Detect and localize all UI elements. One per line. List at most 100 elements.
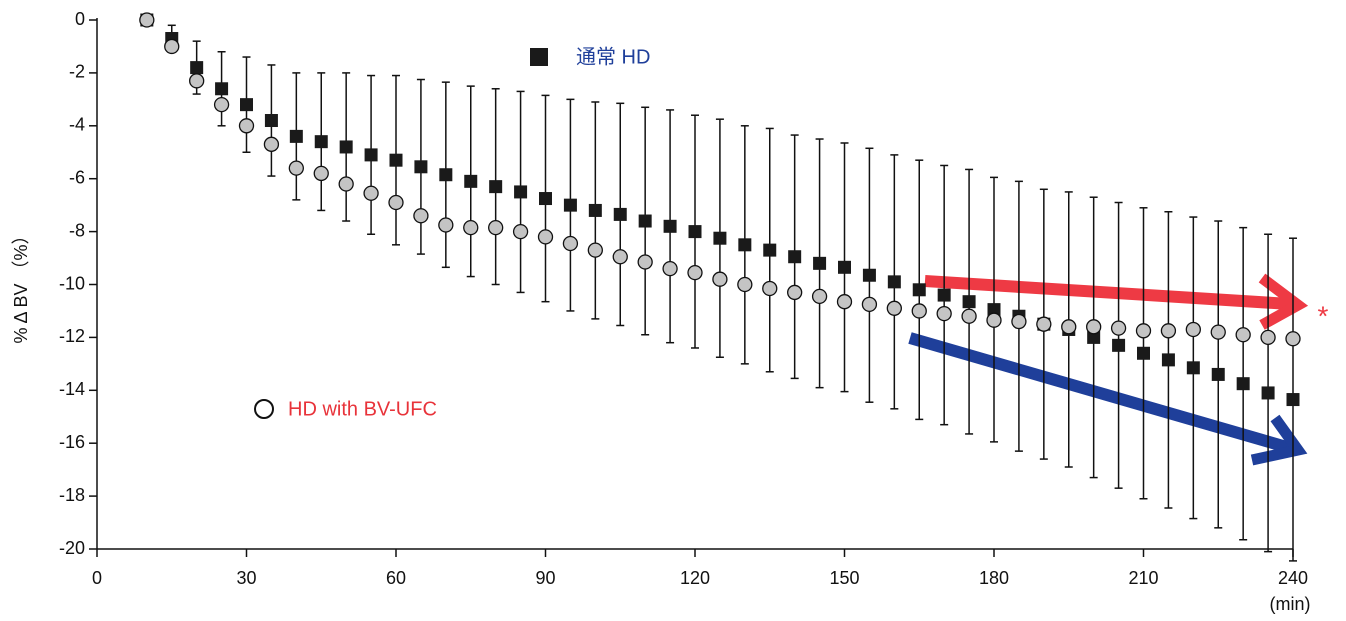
square-point [962, 295, 976, 309]
square-point [439, 168, 453, 182]
y-tick-label: -4 [69, 115, 85, 135]
square-point [1286, 393, 1300, 407]
circle-point [463, 219, 479, 236]
square-point [813, 256, 827, 270]
circle-point [238, 118, 255, 134]
circle-point [1260, 329, 1276, 346]
circle-point [662, 260, 678, 277]
circle-point [811, 288, 828, 305]
circle-point [488, 219, 504, 236]
square-point [1161, 353, 1175, 367]
blue-arrow [908, 332, 1292, 454]
x-tick-label: 90 [535, 568, 555, 588]
circle-point [213, 96, 230, 113]
circle-point [986, 312, 1002, 328]
square-point [563, 198, 577, 212]
circle-point [1185, 321, 1201, 338]
legend-marker [254, 399, 274, 419]
circle-point [1285, 331, 1301, 347]
circle-point [1235, 327, 1251, 343]
circle-point [288, 160, 304, 176]
square-point [588, 203, 602, 217]
square-point [1261, 386, 1275, 400]
y-tick-label: -6 [69, 167, 85, 187]
circle-point [512, 223, 529, 240]
circle-point [263, 136, 280, 152]
square-point [464, 174, 478, 188]
square-point [289, 129, 303, 143]
x-tick-label: 210 [1128, 568, 1158, 588]
y-tick-label: -12 [59, 326, 85, 346]
circle-point [562, 235, 579, 252]
circle-point [1210, 324, 1226, 340]
square-point [838, 260, 851, 274]
square-point [414, 160, 428, 174]
square-point [713, 231, 727, 245]
circle-point [961, 308, 977, 324]
square-point [539, 192, 552, 206]
circle-point [164, 38, 180, 55]
circle-point [762, 280, 778, 297]
red-arrow-head [1258, 273, 1309, 330]
y-tick-label: -8 [69, 220, 85, 240]
circle-point [1110, 320, 1127, 336]
square-point [688, 225, 702, 239]
circle-point [438, 217, 454, 233]
x-tick-label: 240 [1278, 568, 1308, 588]
circle-point [587, 242, 603, 258]
square-point [514, 185, 528, 199]
circle-point [687, 264, 703, 281]
y-tick-label: -18 [59, 485, 85, 505]
y-tick-label: -2 [69, 62, 85, 82]
circle-point [1086, 319, 1102, 335]
circle-point [189, 73, 205, 89]
x-tick-label: 60 [386, 568, 406, 588]
y-tick-label: -14 [59, 379, 85, 399]
square-point [862, 268, 876, 282]
x-tick-label: 30 [236, 568, 256, 588]
circle-point [637, 254, 653, 270]
square-point [613, 207, 627, 221]
x-tick-label: 180 [979, 568, 1009, 588]
legend-marker [530, 48, 548, 66]
x-tick-label: 120 [680, 568, 710, 588]
circle-point [1036, 316, 1052, 332]
circle-point [1135, 323, 1152, 339]
circle-point [537, 229, 554, 245]
square-point [489, 180, 503, 194]
circle-point [886, 300, 902, 316]
square-point [1236, 377, 1250, 391]
significance-mark: * [1318, 300, 1329, 331]
square-point [663, 219, 677, 233]
square-point [788, 250, 802, 264]
square-point [190, 61, 204, 75]
x-axis-label: (min) [1270, 594, 1311, 614]
square-point [987, 303, 1001, 317]
circle-point [338, 176, 354, 192]
square-point [339, 140, 353, 154]
y-tick-label: -16 [59, 432, 85, 452]
square-point [1137, 346, 1150, 360]
y-tick-label: -20 [59, 538, 85, 558]
circle-point [1011, 313, 1027, 330]
y-tick-label: 0 [75, 9, 85, 29]
square-point [240, 98, 253, 112]
circle-point [861, 296, 878, 312]
circle-point [388, 194, 404, 211]
square-point [1186, 361, 1200, 375]
square-point [1211, 367, 1225, 381]
square-point [937, 288, 951, 302]
circle-point [363, 185, 379, 201]
square-point [912, 283, 926, 297]
red-arrow [924, 275, 1291, 310]
square-point [215, 82, 229, 96]
square-point [887, 275, 901, 289]
circle-point [836, 294, 853, 310]
y-tick-label: -10 [59, 273, 85, 293]
square-point [389, 153, 403, 167]
square-point [1087, 330, 1101, 344]
circle-point [712, 271, 728, 287]
square-point [1112, 338, 1126, 352]
x-tick-label: 150 [829, 568, 859, 588]
